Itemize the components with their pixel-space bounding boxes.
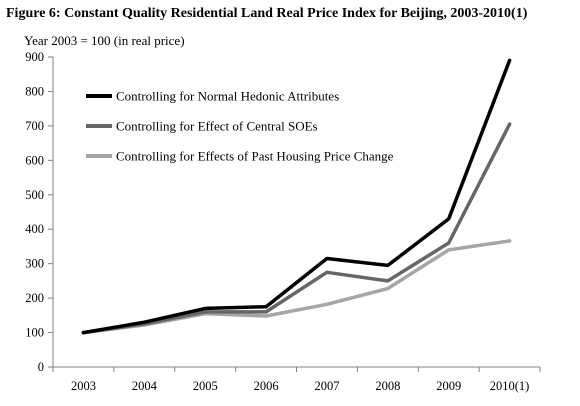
x-tick-label: 2005 xyxy=(193,379,218,393)
series-3-point xyxy=(325,302,329,306)
series-2-point xyxy=(264,310,268,314)
series-2-point xyxy=(447,241,451,245)
series-3-point xyxy=(507,239,512,243)
chart-title: Figure 6: Constant Quality Residential L… xyxy=(6,6,528,21)
axes: 0 100 200 300 400 500 600 700 800 900 2003 2004 2005… xyxy=(25,50,541,393)
series-3-point xyxy=(264,314,268,318)
chart-subtitle: Year 2003 = 100 (in real price) xyxy=(24,33,185,48)
series-1-point xyxy=(203,306,207,311)
x-tick-label: 2003 xyxy=(71,379,96,393)
y-tick-label: 100 xyxy=(25,326,44,340)
y-tick-label: 300 xyxy=(25,257,44,271)
series-1-point xyxy=(507,58,512,63)
series-1-point xyxy=(142,320,146,324)
y-tick-label: 400 xyxy=(25,222,44,236)
legend: Controlling for Normal Hedonic Attribute… xyxy=(86,89,394,164)
x-tick-label: 2007 xyxy=(314,379,339,393)
series-2-point xyxy=(386,279,390,283)
x-tick-label: 2008 xyxy=(375,379,400,393)
x-tick-label: 2006 xyxy=(254,379,279,393)
series-3-point xyxy=(386,286,390,291)
series-line-2 xyxy=(81,122,512,335)
y-tick-label: 600 xyxy=(25,153,44,167)
y-tick-label: 900 xyxy=(25,50,44,64)
series-line-1 xyxy=(81,58,512,335)
y-tick-label: 800 xyxy=(25,84,44,98)
y-tick-label: 500 xyxy=(25,188,44,202)
series-1-point xyxy=(447,217,451,221)
x-tick-label: 2004 xyxy=(132,379,158,393)
series-1-point xyxy=(81,330,86,335)
series-2-point xyxy=(325,270,329,274)
series-3-point xyxy=(447,248,451,252)
legend-label: Controlling for Normal Hedonic Attribute… xyxy=(116,89,339,104)
series-2-point xyxy=(507,122,512,126)
x-tick-label: 2009 xyxy=(436,379,461,393)
legend-label: Controlling for Effect of Central SOEs xyxy=(116,119,318,134)
series-1-point xyxy=(325,256,329,261)
series-line-3 xyxy=(81,239,512,335)
y-tick-label: 700 xyxy=(25,119,44,133)
series-1-point xyxy=(386,263,390,267)
series-2-point xyxy=(203,310,207,314)
series-1-point xyxy=(264,305,268,309)
series-layer xyxy=(81,58,512,335)
x-tick-label: 2010(1) xyxy=(490,379,530,393)
legend-label: Controlling for Effects of Past Housing … xyxy=(116,149,394,164)
y-tick-label: 0 xyxy=(38,360,44,374)
y-tick-label: 200 xyxy=(25,291,44,305)
